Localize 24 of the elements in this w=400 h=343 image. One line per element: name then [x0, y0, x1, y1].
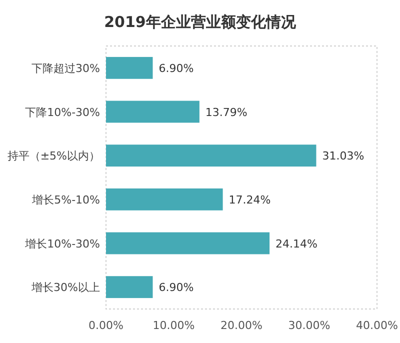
data-label: 24.14% — [276, 237, 318, 250]
x-tick-label: 0.00% — [88, 319, 124, 332]
bar — [106, 144, 316, 167]
bar — [106, 232, 270, 254]
y-tick-label: 增长5%-10% — [31, 193, 100, 206]
bar — [106, 100, 200, 123]
bar — [106, 276, 153, 298]
x-tick-label: 20.00% — [220, 319, 262, 332]
x-tick-label: 30.00% — [288, 319, 330, 332]
bar — [106, 56, 153, 79]
data-label: 17.24% — [228, 193, 271, 206]
data-label: 31.03% — [322, 150, 364, 163]
data-label: 6.90% — [158, 62, 194, 75]
x-tick-label: 40.00% — [356, 319, 398, 332]
bar — [106, 188, 223, 210]
data-label: 6.90% — [158, 281, 194, 294]
x-tick-label: 10.00% — [152, 319, 195, 332]
y-tick-label: 持平（±5%以内） — [7, 150, 100, 163]
y-tick-label: 增长10%-30% — [24, 237, 100, 250]
y-tick-label: 下降超过30% — [32, 62, 100, 75]
y-tick-label: 下降10%-30% — [25, 106, 100, 119]
chart-title: 2019年企业营业额变化情况 — [104, 13, 297, 31]
data-label: 13.79% — [205, 106, 248, 119]
y-tick-label: 增长30%以上 — [30, 281, 100, 294]
